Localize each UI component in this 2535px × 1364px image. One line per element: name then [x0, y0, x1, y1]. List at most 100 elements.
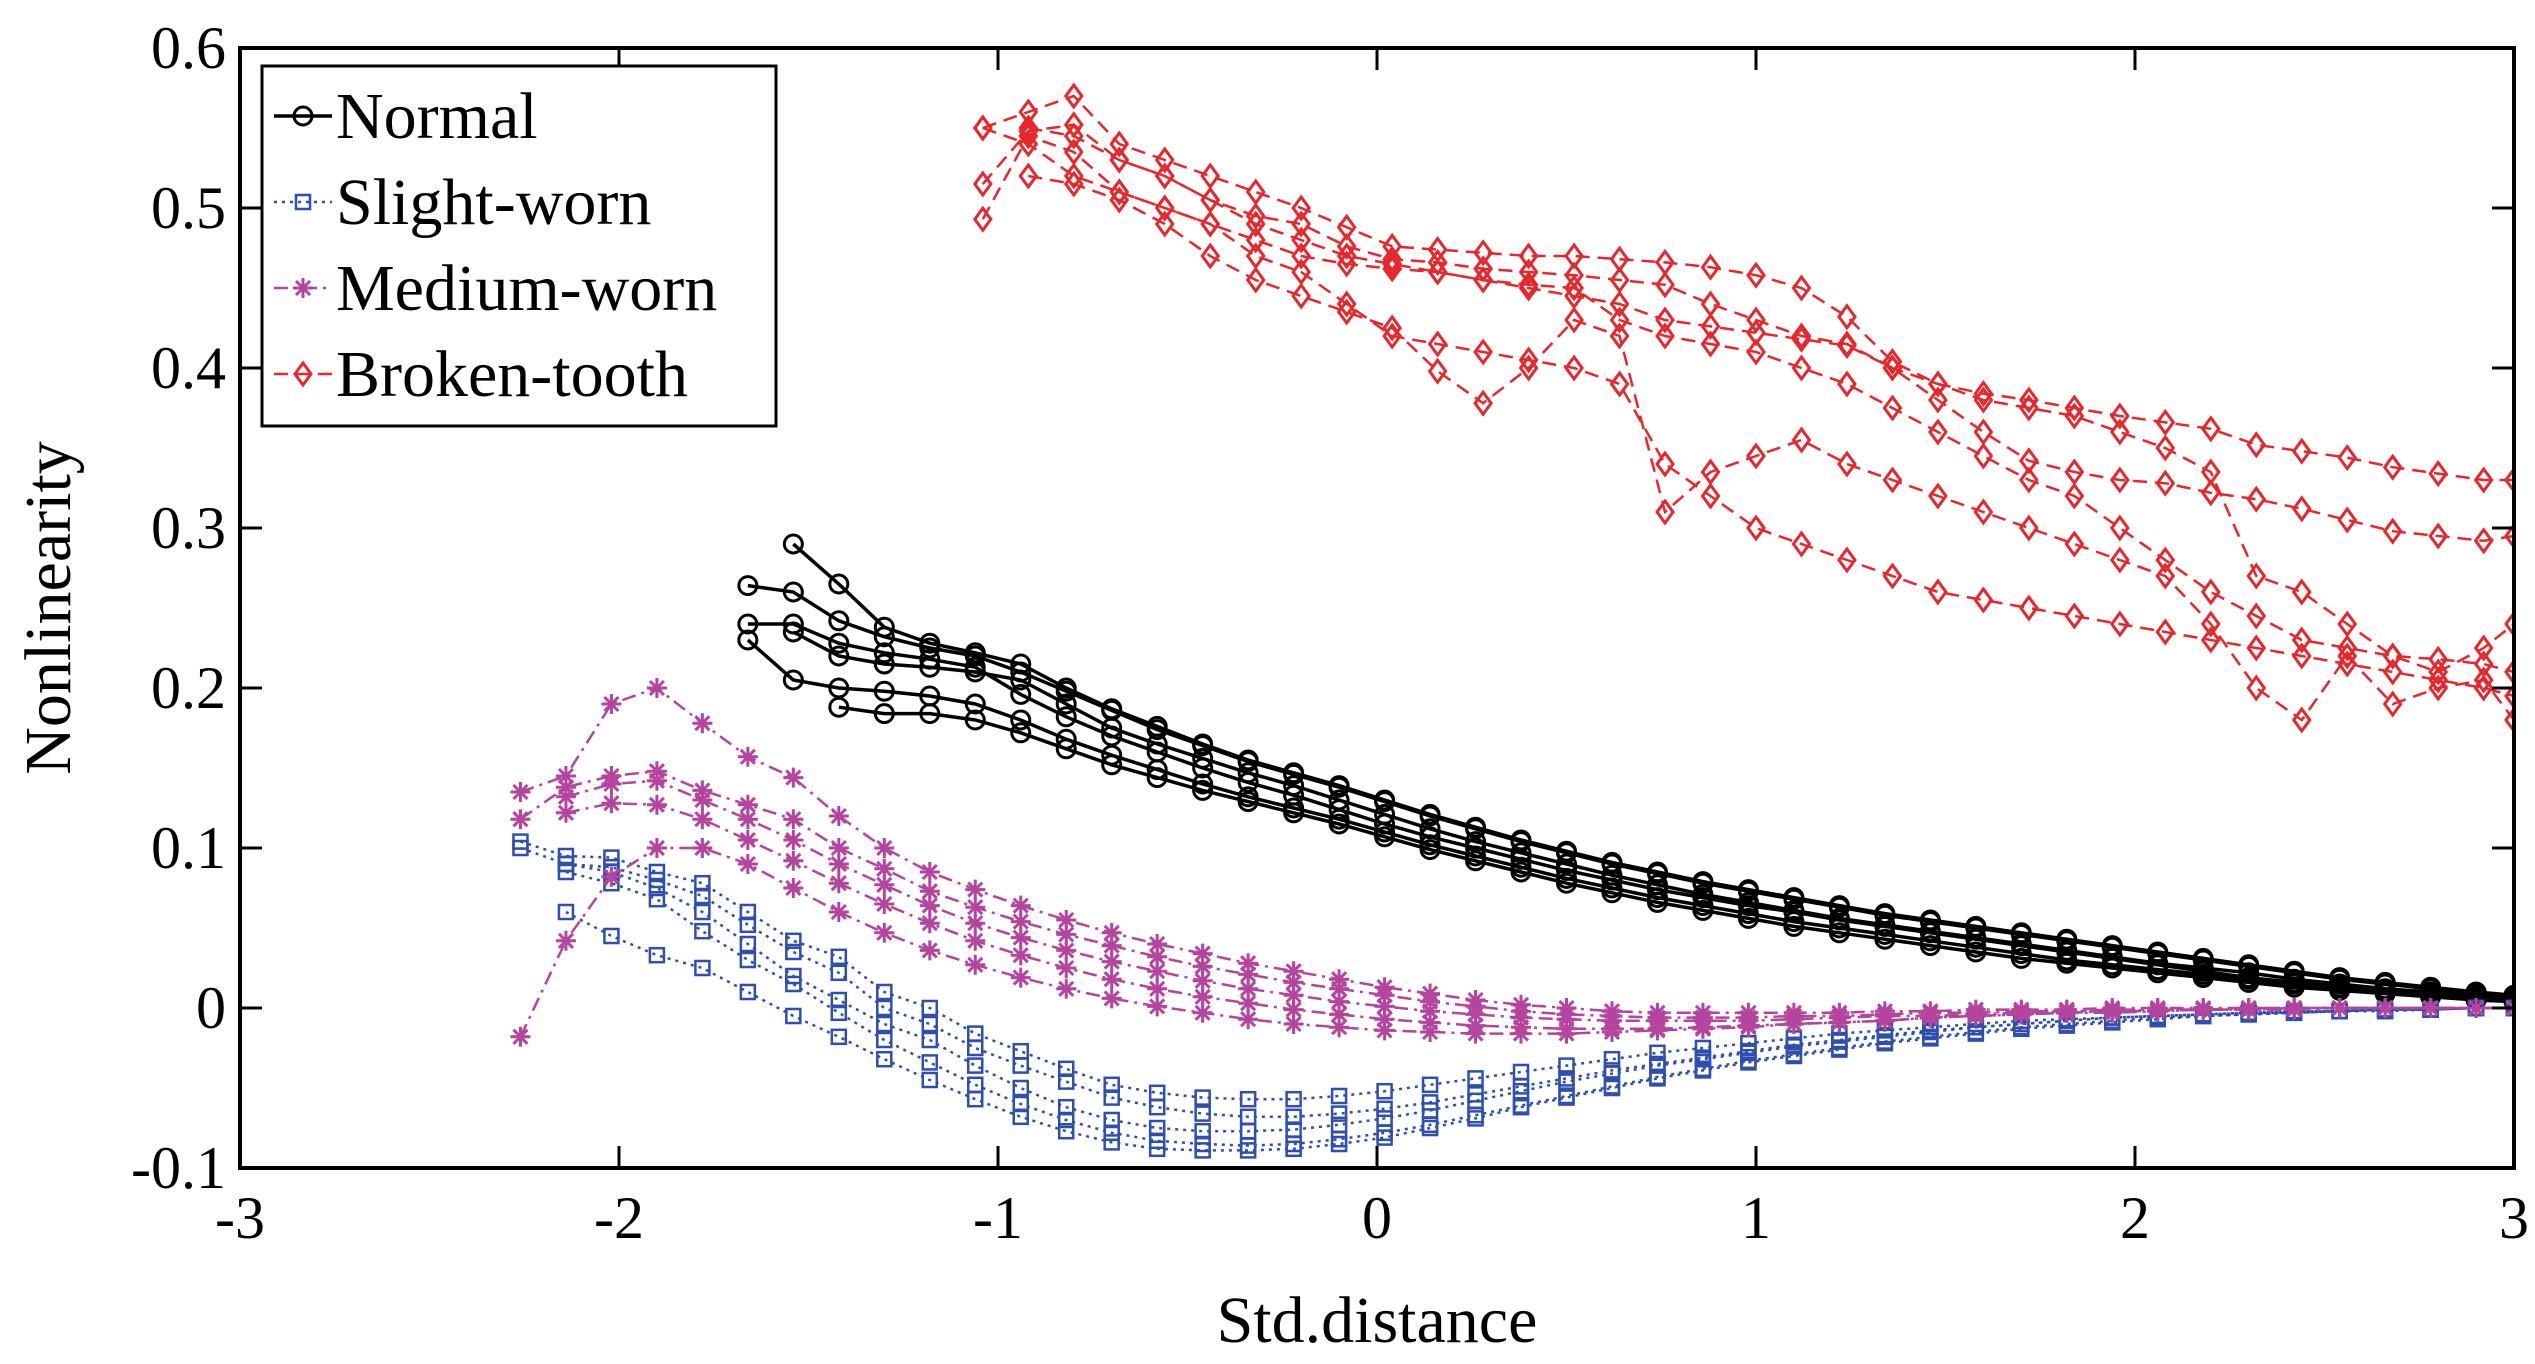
data-point-medium-worn [1374, 996, 1395, 1017]
data-point-normal [782, 669, 804, 691]
data-point-broken-tooth [1564, 274, 1584, 302]
data-point-broken-tooth [2246, 674, 2267, 702]
data-point-slight-worn [1785, 1047, 1803, 1065]
data-point-broken-tooth [2291, 626, 2312, 654]
data-point-normal [1237, 791, 1259, 813]
data-point-medium-worn [555, 802, 576, 823]
data-point-slight-worn [921, 999, 939, 1017]
x-tick-label: 1 [1741, 1185, 1771, 1251]
data-point-normal [1510, 861, 1532, 883]
data-point-broken-tooth [2109, 546, 2130, 574]
data-point-broken-tooth [2064, 530, 2085, 558]
data-point-slight-worn [1057, 1122, 1075, 1140]
data-point-slight-worn [785, 932, 802, 950]
data-point-slight-worn [876, 999, 893, 1017]
data-point-medium-worn [828, 838, 849, 858]
data-point-medium-worn [874, 838, 895, 858]
y-tick-label: 0.2 [151, 655, 226, 721]
data-point-broken-tooth [2246, 602, 2267, 630]
data-point-broken-tooth [2200, 415, 2221, 443]
data-point-broken-tooth [1427, 357, 1448, 385]
series-line-normal-5 [746, 638, 2514, 1002]
data-point-normal [919, 656, 941, 678]
data-point-broken-tooth [2200, 578, 2221, 606]
data-point-medium-worn [2056, 1002, 2077, 1023]
data-point-medium-worn [1374, 1009, 1395, 1030]
data-point-medium-worn [1374, 1020, 1395, 1041]
data-point-medium-worn [1238, 993, 1259, 1014]
data-point-broken-tooth [1837, 332, 1857, 360]
data-point-slight-worn [557, 903, 575, 921]
data-point-normal [873, 642, 895, 664]
data-point-medium-worn [783, 878, 804, 898]
data-point-medium-worn [1056, 924, 1077, 945]
data-point-medium-worn [646, 678, 667, 698]
data-point-medium-worn [874, 858, 895, 879]
data-point-normal [2101, 957, 2123, 979]
data-point-broken-tooth [2504, 706, 2514, 734]
data-point-normal [1692, 883, 1714, 905]
data-point-medium-worn [646, 770, 667, 791]
data-point-medium-worn [1329, 978, 1350, 999]
data-point-medium-worn [1783, 1014, 1804, 1034]
data-point-broken-tooth [1063, 122, 1084, 150]
data-point-normal [1646, 891, 1668, 913]
series-line-normal-4 [792, 630, 2514, 1001]
data-point-normal [1737, 879, 1759, 901]
data-point-broken-tooth [1154, 210, 1175, 238]
data-point-normal [737, 613, 759, 635]
data-point-broken-tooth [1109, 146, 1130, 174]
data-point-slight-worn [1057, 1073, 1075, 1090]
data-point-slight-worn [694, 959, 711, 977]
data-point-normal [1465, 816, 1487, 838]
data-point-medium-worn [1056, 958, 1077, 978]
data-point-broken-tooth [1928, 482, 1948, 510]
data-point-broken-tooth [2246, 431, 2267, 459]
data-point-slight-worn [785, 943, 802, 961]
data-point-normal [1010, 722, 1032, 744]
data-point-slight-worn [1558, 1089, 1575, 1106]
data-point-normal [1055, 677, 1077, 699]
data-point-broken-tooth [2019, 514, 2039, 542]
data-point-medium-worn [555, 766, 576, 786]
data-point-normal [2056, 952, 2078, 974]
series-group-normal [737, 533, 2514, 1013]
data-point-broken-tooth [2109, 402, 2130, 430]
data-point-normal [828, 632, 850, 654]
data-point-broken-tooth [2382, 453, 2403, 481]
data-point-slight-worn [739, 916, 757, 934]
data-point-slight-worn [648, 946, 666, 964]
data-point-medium-worn [737, 830, 758, 850]
data-point-slight-worn [557, 863, 575, 881]
data-point-medium-worn [2238, 999, 2259, 1020]
series-line-slight-worn-1 [520, 840, 2514, 1101]
data-point-broken-tooth [1245, 266, 1266, 294]
data-point-slight-worn [1012, 1057, 1029, 1074]
data-point-normal [2192, 967, 2214, 989]
data-point-medium-worn [783, 830, 804, 850]
data-point-medium-worn [1692, 1018, 1713, 1039]
data-point-broken-tooth [2155, 469, 2176, 497]
data-point-medium-worn [783, 809, 804, 830]
data-point-broken-tooth [1746, 261, 1766, 289]
data-point-normal [828, 696, 850, 718]
data-point-broken-tooth [2291, 706, 2312, 734]
x-tick-label: -1 [973, 1185, 1023, 1251]
data-point-broken-tooth [2200, 458, 2221, 486]
data-point-medium-worn [1147, 934, 1168, 954]
data-point-normal [1192, 773, 1214, 795]
data-point-medium-worn [1101, 969, 1122, 990]
data-point-slight-worn [1376, 1100, 1393, 1118]
data-point-normal [1283, 802, 1305, 824]
data-point-broken-tooth [2504, 682, 2514, 710]
data-point-normal [1055, 706, 1077, 728]
data-point-broken-tooth [1518, 354, 1539, 382]
data-point-medium-worn [646, 794, 667, 815]
data-point-broken-tooth [1973, 380, 1994, 408]
data-point-normal [1010, 709, 1032, 731]
data-point-broken-tooth [2019, 447, 2039, 475]
data-point-normal [1783, 887, 1805, 909]
data-point-normal [737, 629, 759, 651]
data-point-medium-worn [1056, 978, 1077, 999]
data-point-slight-worn [1194, 1105, 1211, 1122]
